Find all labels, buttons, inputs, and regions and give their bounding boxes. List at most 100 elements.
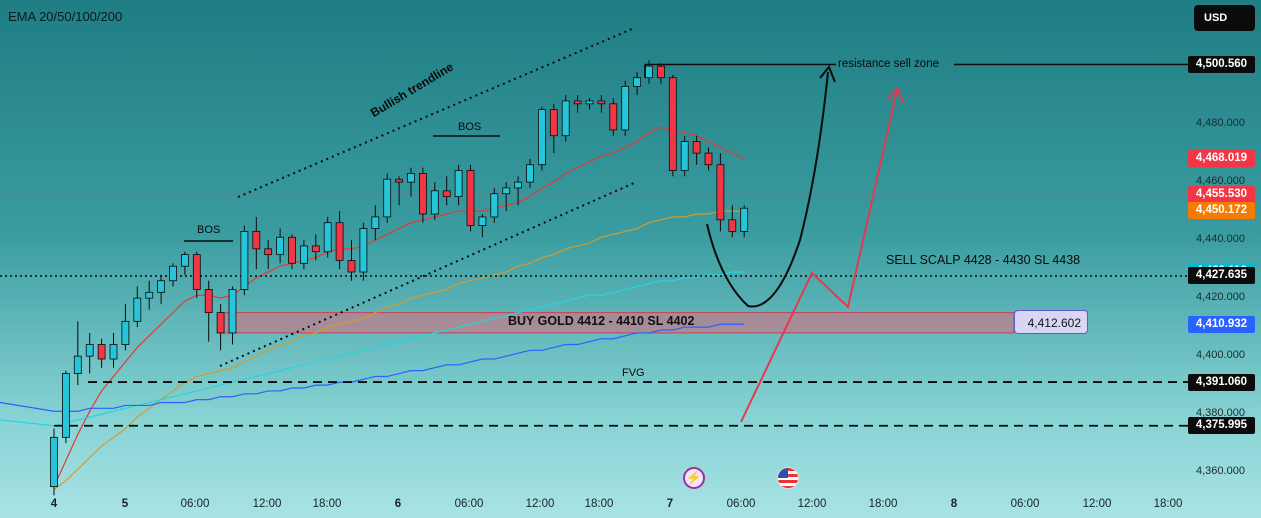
candle-body (311, 245, 320, 253)
time-tick-label: 12:00 (1082, 498, 1112, 510)
candle-body (478, 216, 487, 227)
candle-body (740, 207, 749, 232)
time-tick-label: 06:00 (454, 498, 484, 510)
time-tick-label: 18:00 (868, 498, 898, 510)
candle-body (395, 178, 404, 183)
candle-body (359, 228, 368, 273)
price-level-label: 4,468.019 (1188, 150, 1255, 168)
time-tick-label: 12:00 (252, 498, 282, 510)
candle-body (466, 170, 475, 227)
projection-black (706, 71, 829, 308)
price-level-label: 4,410.932 (1188, 315, 1255, 333)
candle-body (704, 152, 713, 166)
price-level-label: 4,427.635 (1188, 267, 1255, 285)
candle-body (526, 164, 534, 183)
price-tick-label: 4,400.000 (1196, 349, 1245, 362)
lightning-icon[interactable]: ⚡ (683, 467, 705, 489)
projection-red-arrowhead (886, 86, 905, 104)
candle-body (383, 178, 392, 218)
candle-body (121, 320, 130, 345)
channel-upper-line (237, 28, 633, 198)
time-tick-label: 06:00 (180, 498, 210, 510)
bos-label-2: BOS (458, 121, 482, 133)
candle-body (502, 187, 511, 195)
price-level-label: 4,391.060 (1188, 373, 1255, 391)
candle-body (454, 170, 463, 198)
candle-body (264, 248, 273, 256)
candle-body (216, 312, 225, 334)
candle-body (621, 86, 630, 131)
time-tick-label: 7 (666, 498, 674, 510)
indicator-label[interactable]: EMA 20/50/100/200 (8, 9, 123, 24)
candle-body (204, 289, 213, 314)
time-tick-label: 06:00 (1010, 498, 1040, 510)
candle-body (597, 100, 606, 105)
price-tick-label: 4,420.000 (1196, 291, 1245, 304)
us-flag-icon[interactable] (777, 467, 799, 489)
candle-body (668, 77, 677, 171)
candle-body (73, 355, 82, 374)
candle-body (109, 344, 118, 360)
price-level-label: 4,375.995 (1188, 417, 1255, 435)
candle-body (169, 265, 177, 282)
buy-zone-label: BUY GOLD 4412 - 4410 SL 4402 (508, 314, 695, 328)
candle-body (514, 181, 522, 189)
time-tick-label: 6 (394, 498, 402, 510)
candle-body (192, 254, 201, 290)
candle-body (157, 280, 166, 293)
currency-button[interactable]: USD (1194, 5, 1255, 31)
candle-body (299, 245, 308, 264)
candle-body (133, 297, 142, 322)
candle-body (62, 373, 70, 438)
candle-body (347, 260, 356, 273)
candle-body (145, 291, 154, 299)
candle-body (180, 254, 189, 267)
candle-body (538, 109, 546, 166)
time-tick-label: 5 (121, 498, 129, 510)
ema-line-1 (53, 126, 745, 487)
candle-body (609, 103, 618, 131)
price-tick-label: 4,360.000 (1196, 465, 1245, 478)
candle-body (276, 236, 285, 256)
candle-body (716, 164, 725, 221)
ema-line-3 (0, 271, 745, 427)
buy-zone-tag[interactable]: 4,412.602 (1014, 310, 1088, 334)
price-tick-label: 4,460.000 (1196, 175, 1245, 188)
candle-body (490, 193, 499, 218)
time-tick-label: 06:00 (726, 498, 756, 510)
candle-body (573, 100, 582, 105)
candle-body (692, 141, 701, 154)
projection-black-arrowhead (819, 65, 836, 83)
candle-body (561, 100, 570, 137)
projection-red (740, 89, 898, 423)
time-tick-label: 8 (950, 498, 958, 510)
price-level-label: 4,450.172 (1188, 202, 1255, 220)
candle-body (680, 141, 689, 171)
candle-body (657, 65, 665, 79)
price-tick-label: 4,380.000 (1196, 407, 1245, 420)
resistance-label: resistance sell zone (838, 58, 939, 70)
candle-body (585, 100, 594, 105)
time-tick-label: 18:00 (1153, 498, 1183, 510)
candle-body (97, 344, 106, 360)
candle-body (50, 436, 58, 488)
candle-body (228, 289, 237, 334)
candle-body (728, 219, 737, 232)
candle-body (240, 231, 249, 290)
candle-body (371, 216, 380, 229)
fvg-label: FVG (622, 367, 645, 379)
candle-body (323, 222, 332, 253)
time-tick-label: 18:00 (312, 498, 342, 510)
price-tick-label: 4,440.000 (1196, 233, 1245, 246)
candle-body (633, 77, 641, 87)
candle-body (407, 173, 415, 183)
ema-line-4 (0, 323, 745, 412)
price-tick-label: 4,480.000 (1196, 117, 1245, 130)
time-tick-label: 18:00 (584, 498, 614, 510)
time-tick-label: 4 (50, 498, 58, 510)
candle-body (335, 222, 344, 261)
candle-body (645, 65, 653, 79)
sell-scalp-label: SELL SCALP 4428 - 4430 SL 4438 (886, 253, 1081, 267)
